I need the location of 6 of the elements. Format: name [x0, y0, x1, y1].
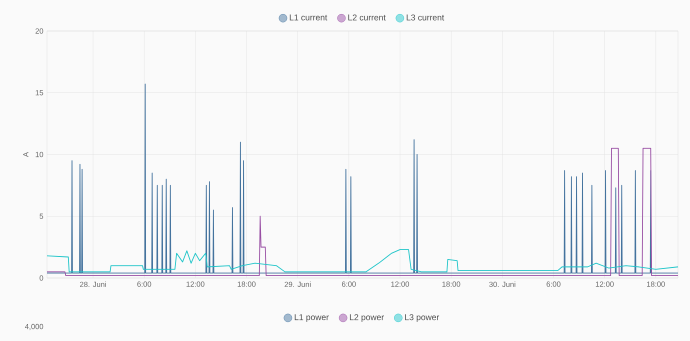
legend-label: L1 power — [294, 314, 329, 322]
legend-label: L3 power — [405, 314, 440, 322]
legend-label: L1 current — [290, 14, 328, 20]
legend-label: L2 power — [350, 314, 384, 322]
legend-label: L2 current — [348, 14, 386, 20]
legend-label: L3 current — [406, 14, 444, 20]
